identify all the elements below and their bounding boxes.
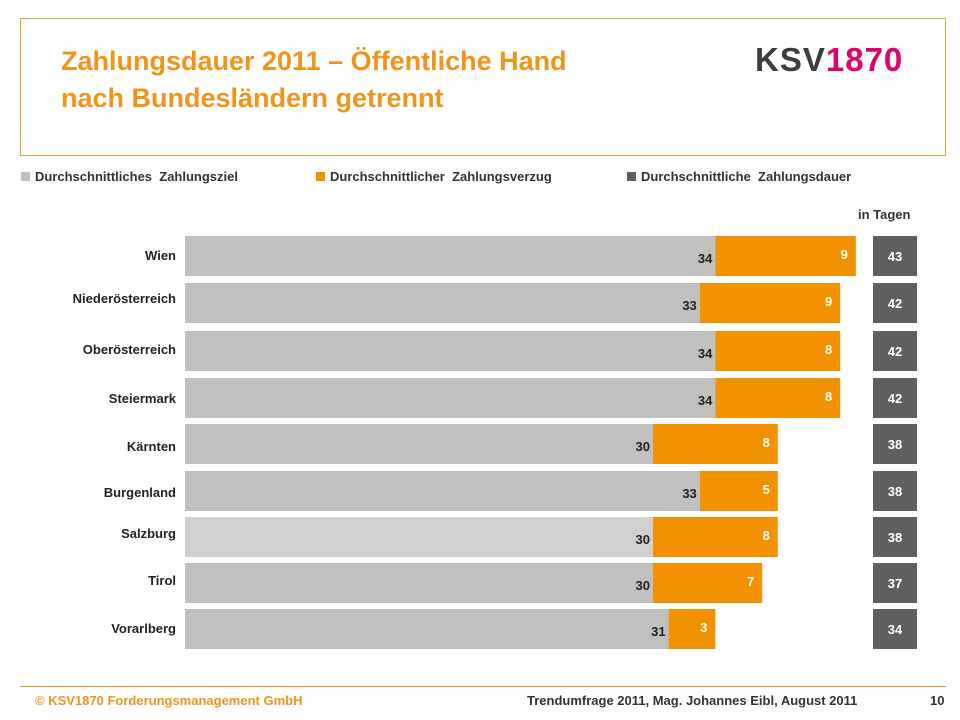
category-label-tirol: Tirol xyxy=(148,573,176,588)
data-label-zahlungsdauer-tirol: 37 xyxy=(888,576,902,591)
logo-text-ksv: KSV xyxy=(755,41,826,78)
legend-swatch-zahlungsverzug xyxy=(316,171,325,181)
footer-source: Trendumfrage 2011, Mag. Johannes Eibl, A… xyxy=(527,693,858,708)
legend-item-zahlungsdauer: Durchschnittliche Zahlungsdauer xyxy=(627,164,851,188)
data-label-zahlungsdauer-ober-sterreich: 42 xyxy=(888,344,902,359)
category-label-vorarlberg: Vorarlberg xyxy=(111,621,176,636)
box-zahlungsdauer-k-rnten xyxy=(873,424,917,464)
footer-copyright: © KSV1870 Forderungsmanagement GmbH xyxy=(35,693,303,708)
data-label-zahlungsziel-salzburg: 30 xyxy=(636,532,650,547)
legend-item-zahlungsverzug: Durchschnittlicher Zahlungsverzug xyxy=(316,164,552,188)
category-label-wien: Wien xyxy=(145,248,176,263)
category-label-ober-sterreich: Oberösterreich xyxy=(83,342,176,357)
box-zahlungsdauer-tirol xyxy=(873,563,917,603)
category-label-burgenland: Burgenland xyxy=(104,485,176,500)
legend-swatch-zahlungsziel xyxy=(21,171,30,181)
data-label-zahlungsdauer-wien: 43 xyxy=(888,249,902,264)
box-zahlungsdauer-wien xyxy=(873,236,917,276)
data-label-zahlungsziel-tirol: 30 xyxy=(636,578,650,593)
data-label-zahlungsverzug-salzburg: 8 xyxy=(763,528,770,543)
data-label-zahlungsverzug-nieder-sterreich: 9 xyxy=(825,294,832,309)
data-label-zahlungsziel-steiermark: 34 xyxy=(698,393,713,408)
data-label-zahlungsziel-ober-sterreich: 34 xyxy=(698,346,713,361)
category-label-nieder-sterreich: Niederösterreich xyxy=(73,291,176,306)
title-line-1: Zahlungsdauer 2011 – Öffentliche Hand xyxy=(61,46,567,76)
bar-zahlungsziel-burgenland xyxy=(185,471,700,511)
box-zahlungsdauer-burgenland xyxy=(873,471,917,511)
data-label-zahlungsverzug-vorarlberg: 3 xyxy=(700,620,707,635)
bar-zahlungsverzug-ober-sterreich xyxy=(715,331,841,371)
page-number: 10 xyxy=(930,693,945,708)
data-label-zahlungsziel-vorarlberg: 31 xyxy=(651,624,665,639)
box-zahlungsdauer-vorarlberg xyxy=(873,609,917,649)
ksv1870-logo: KSV1870 xyxy=(755,41,903,79)
bar-zahlungsziel-tirol xyxy=(185,563,653,603)
box-zahlungsdauer-ober-sterreich xyxy=(873,331,917,371)
bar-zahlungsverzug-salzburg xyxy=(653,517,778,557)
title-line-2: nach Bundesländern getrennt xyxy=(61,83,444,113)
title-box: Zahlungsdauer 2011 – Öffentliche Hand na… xyxy=(20,18,946,156)
bar-zahlungsziel-wien xyxy=(185,236,716,276)
data-label-zahlungsziel-wien: 34 xyxy=(698,251,713,266)
data-label-zahlungsdauer-k-rnten: 38 xyxy=(888,437,902,452)
data-label-zahlungsdauer-vorarlberg: 34 xyxy=(888,622,903,637)
box-zahlungsdauer-salzburg xyxy=(873,517,917,557)
data-label-zahlungsverzug-tirol: 7 xyxy=(747,574,754,589)
data-label-zahlungsverzug-wien: 9 xyxy=(841,247,848,262)
bar-zahlungsverzug-wien xyxy=(715,236,856,276)
data-label-zahlungsdauer-nieder-sterreich: 42 xyxy=(888,296,902,311)
bar-zahlungsziel-nieder-sterreich xyxy=(185,283,700,323)
data-label-zahlungsverzug-burgenland: 5 xyxy=(763,482,770,497)
data-label-zahlungsverzug-k-rnten: 8 xyxy=(763,435,770,450)
data-label-zahlungsziel-burgenland: 33 xyxy=(682,486,696,501)
bar-zahlungsverzug-k-rnten xyxy=(653,424,778,464)
bar-zahlungsverzug-steiermark xyxy=(715,378,841,418)
data-label-zahlungsverzug-steiermark: 8 xyxy=(825,389,832,404)
unit-label: in Tagen xyxy=(858,207,911,222)
legend-label-zahlungsverzug: Durchschnittlicher Zahlungsverzug xyxy=(330,168,552,184)
legend-label-zahlungsdauer: Durchschnittliche Zahlungsdauer xyxy=(641,168,852,184)
legend-swatch-zahlungsdauer xyxy=(627,171,636,181)
logo-text-1870: 1870 xyxy=(825,41,904,78)
bar-zahlungsverzug-vorarlberg xyxy=(668,609,716,649)
category-label-steiermark: Steiermark xyxy=(109,391,177,406)
bar-zahlungsziel-vorarlberg xyxy=(185,609,669,649)
bar-zahlungsziel-k-rnten xyxy=(185,424,653,464)
bar-zahlungsverzug-nieder-sterreich xyxy=(699,283,841,323)
box-zahlungsdauer-nieder-sterreich xyxy=(873,283,917,323)
bar-zahlungsverzug-tirol xyxy=(653,563,763,603)
data-label-zahlungsziel-nieder-sterreich: 33 xyxy=(682,298,696,313)
data-label-zahlungsverzug-ober-sterreich: 8 xyxy=(825,342,832,357)
category-label-k-rnten: Kärnten xyxy=(127,439,176,454)
bar-zahlungsziel-ober-sterreich xyxy=(185,331,716,371)
data-label-zahlungsziel-k-rnten: 30 xyxy=(636,439,650,454)
data-label-zahlungsdauer-steiermark: 42 xyxy=(888,391,902,406)
bar-zahlungsziel-steiermark xyxy=(185,378,716,418)
page-title: Zahlungsdauer 2011 – Öffentliche Hand na… xyxy=(61,43,567,117)
data-label-zahlungsdauer-salzburg: 38 xyxy=(888,530,902,545)
footer-divider xyxy=(20,686,946,687)
category-label-salzburg: Salzburg xyxy=(121,526,176,541)
bar-zahlungsverzug-burgenland xyxy=(699,471,778,511)
box-zahlungsdauer-steiermark xyxy=(873,378,917,418)
legend-item-zahlungsziel: Durchschnittliches Zahlungsziel xyxy=(21,164,238,188)
bar-zahlungsziel-salzburg xyxy=(185,517,653,557)
data-label-zahlungsdauer-burgenland: 38 xyxy=(888,484,902,499)
legend-label-zahlungsziel: Durchschnittliches Zahlungsziel xyxy=(35,168,238,184)
